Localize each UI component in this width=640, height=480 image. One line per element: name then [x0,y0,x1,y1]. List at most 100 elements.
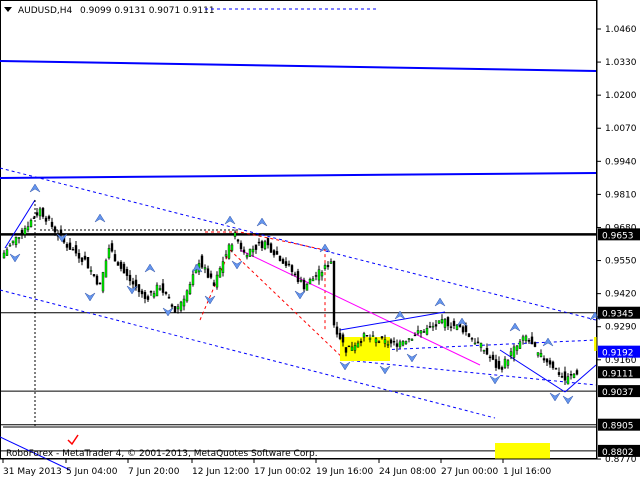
candle-bear [569,374,573,376]
candle-bull [17,237,21,239]
candle-bear [296,271,300,282]
candle-bull [233,232,237,237]
candle-bear [20,229,24,235]
candle-bear [500,367,504,370]
wave-line [4,199,36,249]
candle-bear [116,262,120,266]
candle-bear [200,255,204,268]
candle-bull [350,346,354,351]
candle-bear [380,336,384,339]
candle-bull [308,279,312,285]
candle-bear [533,342,537,347]
candle-bull [518,341,522,349]
candle-bear [422,331,426,333]
candle-bear [212,282,216,286]
candle-bear [143,292,147,299]
price-label: 0.8905 [602,422,634,432]
candle-bull [437,320,441,324]
candle-bear [563,371,567,381]
time-axis[interactable]: 31 May 2013 5 Jun 04:00 7 Jun 20:00 12 Jun … [0,458,597,477]
candle-bear [446,317,450,327]
candle-bear [359,340,363,343]
candle-bull [185,290,189,302]
candle-bull [263,241,267,249]
candle-bear [389,339,393,344]
dropdown-triangle-icon[interactable] [4,7,12,12]
price-axis[interactable]: 1.0460 1.0330 1.0200 1.0070 0.9940 0.9810 0.96… [596,0,640,465]
candle-bull [179,301,183,311]
candle-bear [449,326,453,328]
price-label-bg [598,228,640,241]
candle-bear [293,273,297,276]
candle-bull [404,341,408,344]
candle-bear [548,360,552,365]
candle-bear [74,245,78,254]
chart-frame [0,0,597,459]
price-label-bg [598,345,640,358]
pitchfork-upper [205,231,326,330]
candle-bear [119,261,123,269]
fractal-up-icon [144,263,156,273]
candle-bull [356,342,360,348]
fractal-up-icon [224,215,236,225]
fractal-down-icon [204,295,216,305]
fractal-down-icon [339,361,351,371]
candle-bear [137,284,141,293]
x-tick-label: 5 Jun 04:00 [66,467,118,477]
candle-bear [266,237,270,246]
candle-bear [53,226,57,233]
highlight-zone-time [495,443,550,459]
candle-bull [2,252,6,259]
candle-bull [182,298,186,307]
candle-bear [71,249,75,251]
x-tick-label: 24 Jun 08:00 [379,467,436,477]
candle-bear [149,290,153,293]
candle-bear [209,273,213,278]
candle-bull [221,261,225,273]
x-tick-label: 7 Jun 20:00 [128,467,180,477]
candle-bear [284,261,288,266]
fractal-up-icon [394,310,406,320]
channel-line-upper [0,167,597,321]
y-tick-label: 0.9160 [605,356,637,366]
candle-bull [323,265,327,269]
fractal-down-icon [489,375,501,385]
candle-bear [488,356,492,359]
fractal-up-icon [434,297,446,307]
candle-bear [131,281,135,285]
candle-bull [566,376,570,385]
candle-bear [413,334,417,337]
candle-bear [335,326,339,335]
candle-bull [176,306,180,310]
candle-bull [509,351,513,356]
candle-bull [401,341,405,346]
candle-bear [86,256,90,269]
fractal-down-icon [231,260,243,270]
candle-bear [554,368,558,370]
fractal-up-icon [29,183,41,193]
candle-bear [77,253,81,259]
candle-bear [494,359,498,368]
trend-line-upper[interactable] [0,60,597,72]
candle-bear [344,347,348,353]
y-tick-label: 0.9290 [605,323,637,333]
candle-bear [98,282,102,285]
candle-bear [50,221,54,227]
candle-bull [368,338,372,340]
candle-bear [68,242,72,250]
candle-bull [158,288,162,290]
candle-bear [557,372,561,375]
candle-bear [275,251,279,255]
candle-bear [260,241,264,249]
candle-bull [329,261,333,264]
y-tick-label: 0.9810 [605,190,637,200]
channel-line-lower [0,289,496,419]
candle-bear [146,296,150,300]
candle-bull [512,346,516,358]
trend-line-lower[interactable] [0,172,597,179]
candle-bull [353,345,357,351]
x-tick-label: 1 Jul 16:00 [503,467,552,477]
candle-bull [245,255,249,258]
candle-bull [398,341,402,348]
